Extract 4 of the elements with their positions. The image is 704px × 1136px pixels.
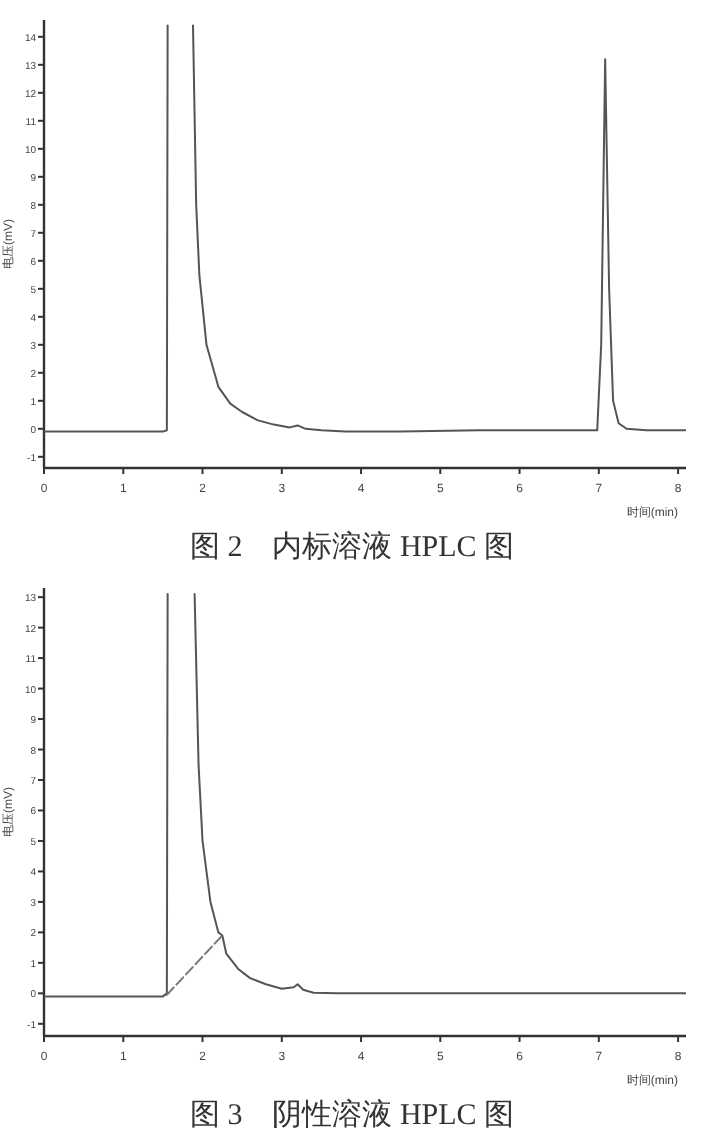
line-series bbox=[193, 593, 686, 995]
text: 图 2 内标溶液 HPLC 图 bbox=[189, 530, 515, 564]
text: 图 3 阴性溶液 HPLC 图 bbox=[189, 1098, 515, 1132]
line-series bbox=[192, 24, 686, 433]
